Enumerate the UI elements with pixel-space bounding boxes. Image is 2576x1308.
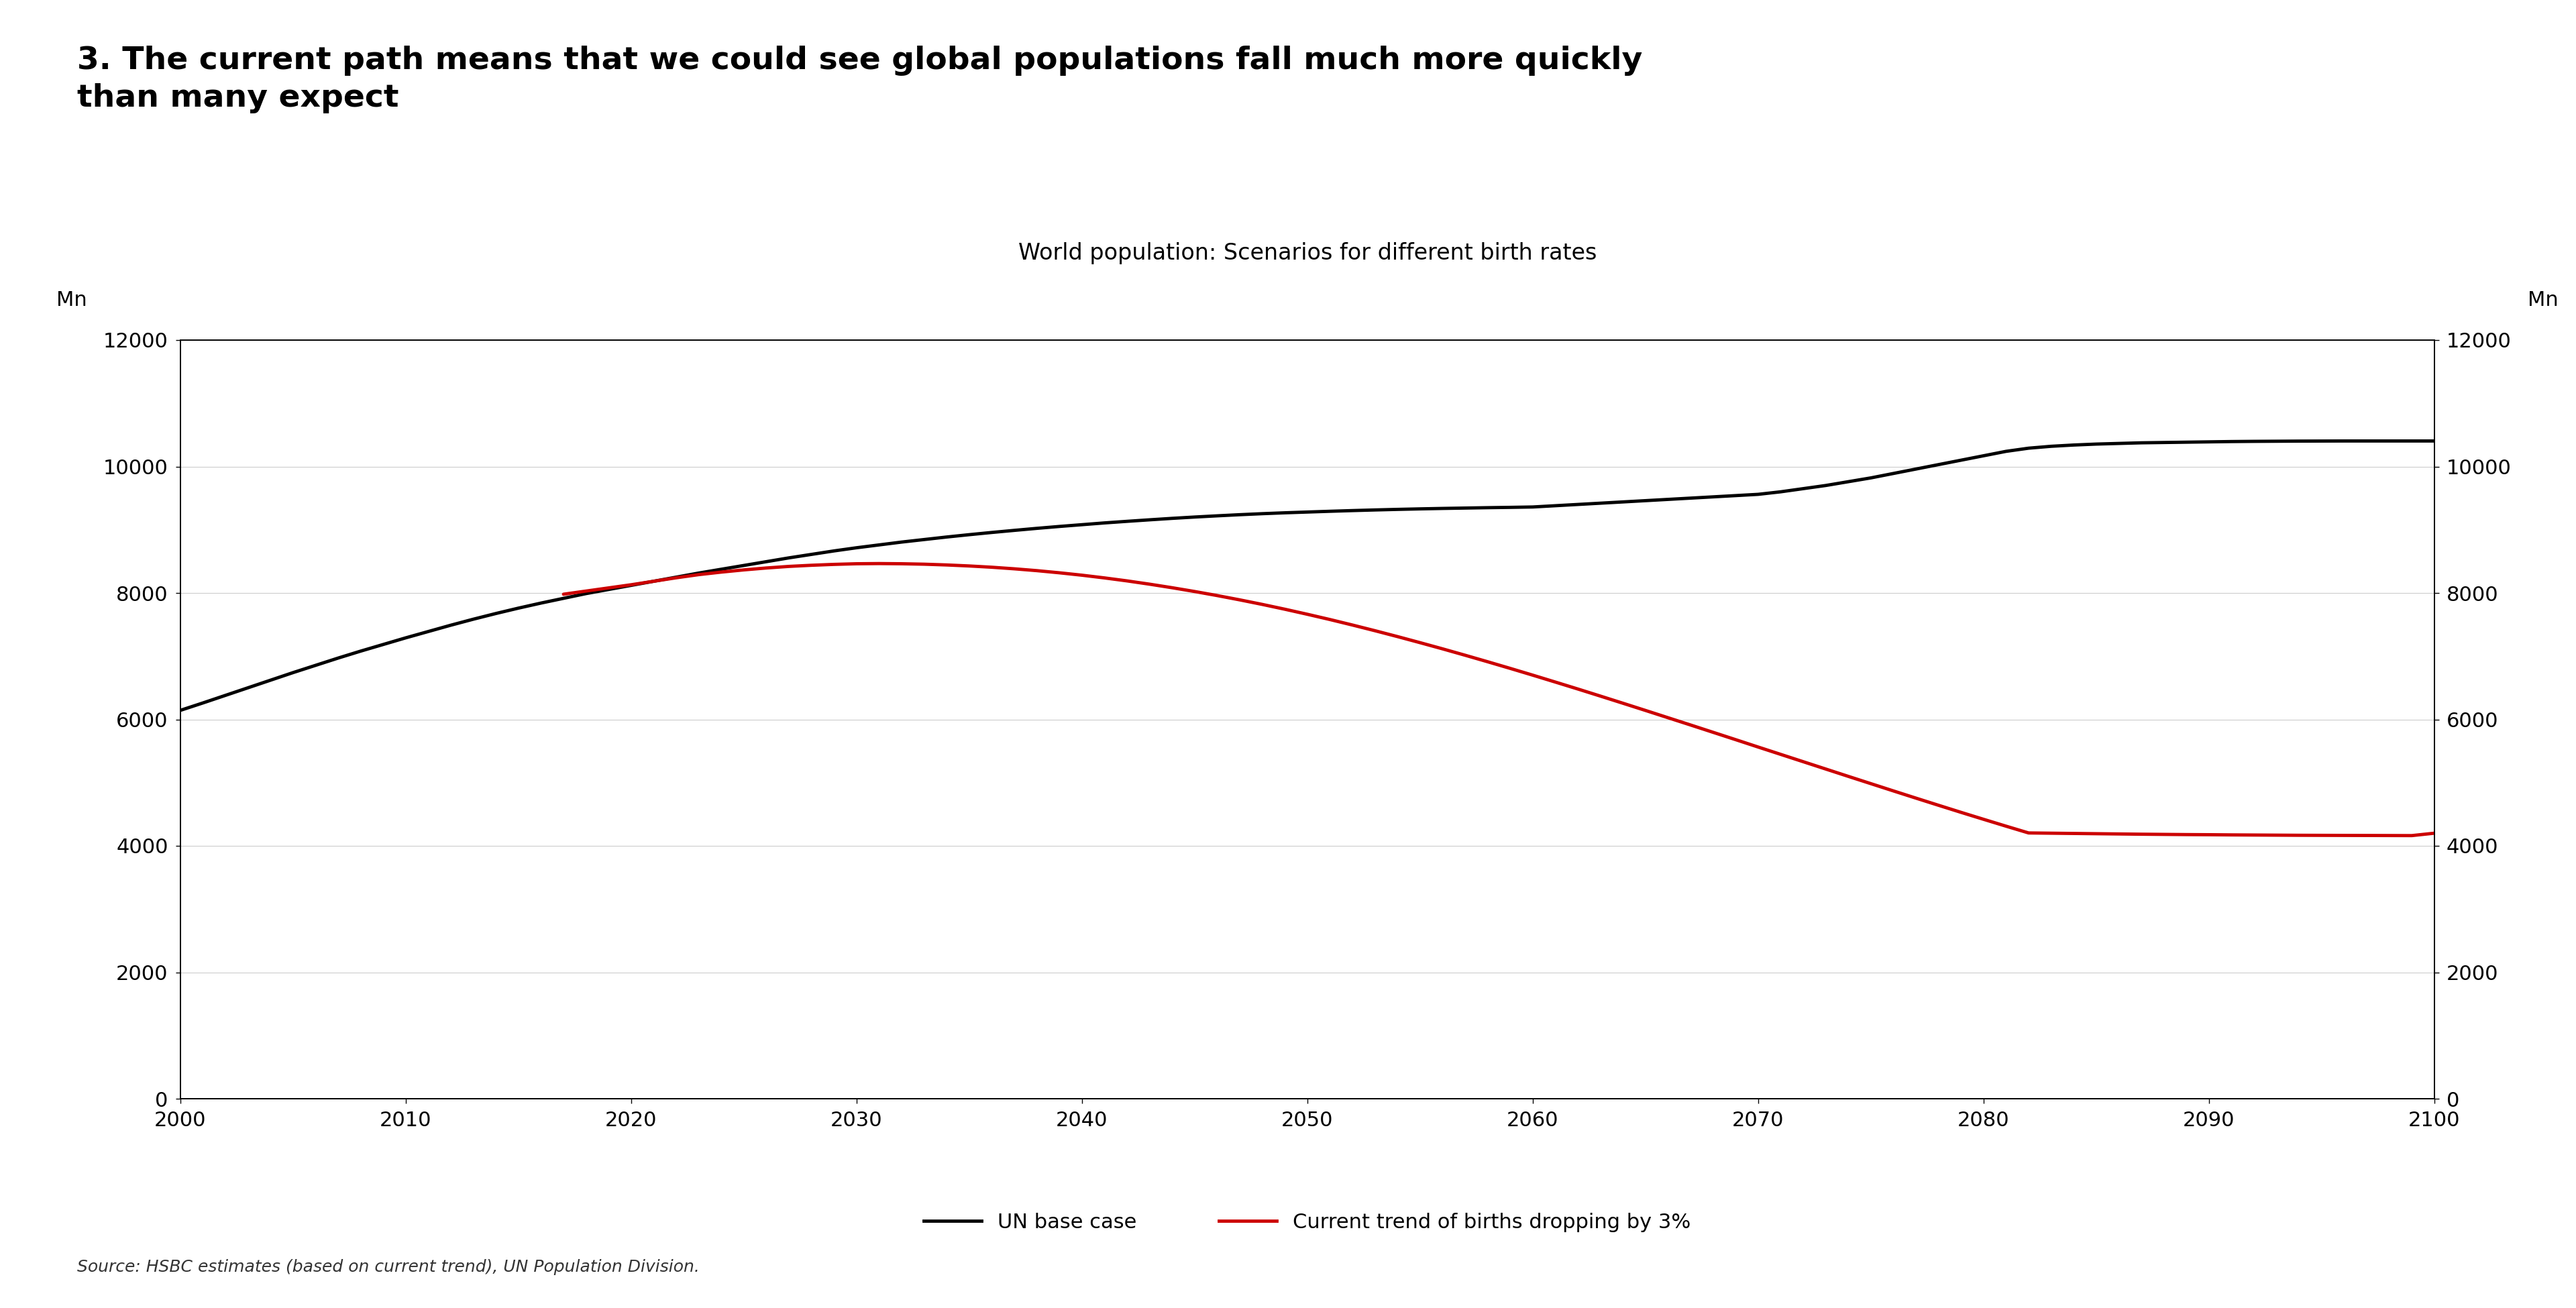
Text: 3. The current path means that we could see global populations fall much more qu: 3. The current path means that we could … [77, 46, 1643, 114]
UN base case [322, 650, 353, 666]
UN base case [1744, 487, 1775, 502]
UN base case [1517, 500, 1548, 515]
UN base case [2329, 433, 2360, 449]
UN base case [165, 702, 196, 718]
Text: Source: HSBC estimates (based on current trend), UN Population Division.: Source: HSBC estimates (based on current… [77, 1260, 701, 1275]
Current trend of births dropping by 3% [1991, 819, 2022, 835]
Current trend of births dropping by 3% [2396, 828, 2427, 844]
Current trend of births dropping by 3% [572, 583, 603, 599]
Line: UN base case: UN base case [180, 441, 2434, 710]
UN base case [1855, 470, 1886, 485]
Line: Current trend of births dropping by 3%: Current trend of births dropping by 3% [564, 564, 2434, 836]
Current trend of births dropping by 3% [2419, 825, 2450, 841]
Current trend of births dropping by 3% [1404, 634, 1435, 650]
UN base case [2419, 433, 2450, 449]
UN base case [1203, 508, 1234, 523]
Current trend of births dropping by 3% [659, 570, 690, 586]
Text: World population: Scenarios for different birth rates: World population: Scenarios for differen… [1018, 242, 1597, 264]
Legend: UN base case, Current trend of births dropping by 3%: UN base case, Current trend of births dr… [917, 1205, 1698, 1240]
Current trend of births dropping by 3% [549, 586, 580, 602]
Current trend of births dropping by 3% [863, 556, 894, 572]
Text: Mn: Mn [2527, 290, 2558, 310]
UN base case [729, 557, 760, 573]
Current trend of births dropping by 3% [2081, 825, 2112, 841]
Current trend of births dropping by 3% [1494, 661, 1525, 676]
Text: Mn: Mn [57, 290, 88, 310]
